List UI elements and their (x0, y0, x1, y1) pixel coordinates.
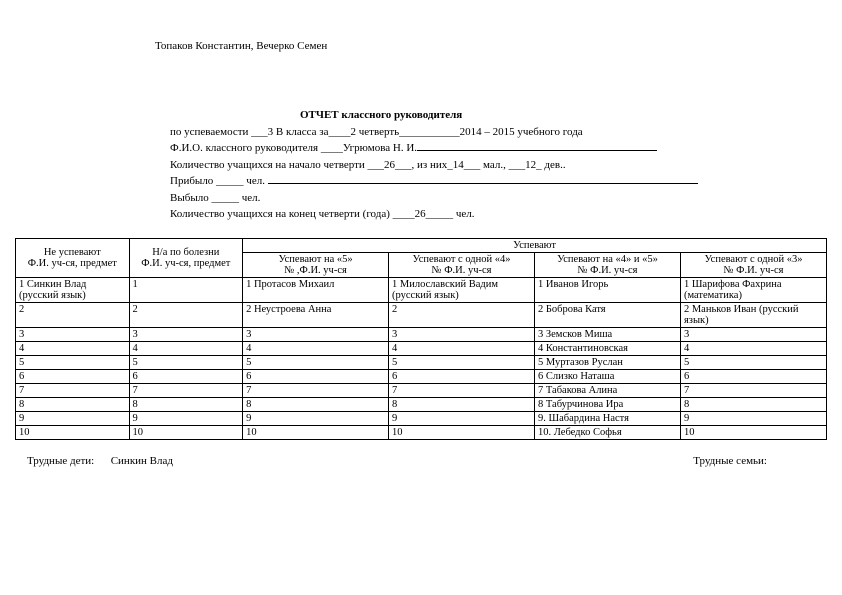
table-row: 55555 Муртазов Руслан5 (16, 355, 827, 369)
difficult-children: Трудные дети: Синкин Влад (27, 455, 173, 467)
table-cell: 3 (243, 327, 389, 341)
table-cell: 5 Муртазов Руслан (535, 355, 681, 369)
table-cell: 10. Лебедко Софья (535, 425, 681, 439)
table-cell: 10 (389, 425, 535, 439)
table-body: 1 Синкин Влад (русский язык)11 Протасов … (16, 277, 827, 439)
header-block: ОТЧЕТ классного руководителя по успеваем… (170, 107, 827, 223)
table-cell: 6 Слизко Наташа (535, 369, 681, 383)
table-cell: 7 (243, 383, 389, 397)
line-left: Выбыло _____ чел. (170, 190, 827, 207)
table-row: 77777 Табакова Алина7 (16, 383, 827, 397)
table-cell: 1 Милославский Вадим (русский язык) (389, 277, 535, 302)
line-class-info: по успеваемости ___3 В класса за____2 че… (170, 124, 827, 141)
table-cell: 10 (680, 425, 826, 439)
table-cell: 10 (243, 425, 389, 439)
table-cell: 6 (389, 369, 535, 383)
table-cell: 10 (129, 425, 243, 439)
table-cell: 3 (16, 327, 130, 341)
table-cell: 1 (129, 277, 243, 302)
line-arrived: Прибыло _____ чел. (170, 173, 827, 190)
performance-table: Не успеваютФ.И. уч-ся, предмет Н/а по бо… (15, 238, 827, 440)
table-row: 1010101010. Лебедко Софья10 (16, 425, 827, 439)
table-cell: 2 Боброва Катя (535, 302, 681, 327)
table-cell: 8 (680, 397, 826, 411)
table-cell: 5 (129, 355, 243, 369)
table-cell: 8 Табурчинова Ира (535, 397, 681, 411)
table-cell: 2 (389, 302, 535, 327)
table-row: 222 Неустроева Анна22 Боброва Катя2 Мань… (16, 302, 827, 327)
col-pass: Успевают (243, 238, 827, 252)
top-names: Топаков Константин, Вечерко Семен (155, 40, 827, 52)
table-cell: 5 (680, 355, 826, 369)
difficult-families: Трудные семьи: (693, 455, 767, 467)
table-cell: 3 (389, 327, 535, 341)
table-cell: 9 (129, 411, 243, 425)
table-cell: 2 Маньков Иван (русский язык) (680, 302, 826, 327)
table-cell: 5 (243, 355, 389, 369)
table-cell: 7 (680, 383, 826, 397)
col-pass-45: Успевают на «4» и «5»№ Ф.И. уч-ся (535, 252, 681, 277)
table-cell: 1 Шарифова Фахрина (математика) (680, 277, 826, 302)
table-cell: 8 (129, 397, 243, 411)
table-cell: 9 (243, 411, 389, 425)
table-cell: 6 (243, 369, 389, 383)
table-row: 44444 Константиновская4 (16, 341, 827, 355)
table-cell: 2 (129, 302, 243, 327)
table-cell: 4 (389, 341, 535, 355)
table-row: 1 Синкин Влад (русский язык)11 Протасов … (16, 277, 827, 302)
table-cell: 5 (16, 355, 130, 369)
table-cell: 9 (680, 411, 826, 425)
table-cell: 7 (16, 383, 130, 397)
table-cell: 3 (129, 327, 243, 341)
table-cell: 1 Синкин Влад (русский язык) (16, 277, 130, 302)
report-title: ОТЧЕТ классного руководителя (300, 107, 827, 124)
table-row: 88888 Табурчинова Ира8 (16, 397, 827, 411)
table-cell: 8 (243, 397, 389, 411)
col-fail: Не успеваютФ.И. уч-ся, предмет (16, 238, 130, 277)
table-cell: 6 (680, 369, 826, 383)
table-cell: 1 Иванов Игорь (535, 277, 681, 302)
table-cell: 1 Протасов Михаил (243, 277, 389, 302)
table-cell: 4 (16, 341, 130, 355)
table-cell: 2 (16, 302, 130, 327)
col-pass-one3: Успевают с одной «3»№ Ф.И. уч-ся (680, 252, 826, 277)
table-row: 33333 Земсков Миша3 (16, 327, 827, 341)
table-cell: 6 (16, 369, 130, 383)
table-cell: 7 (389, 383, 535, 397)
table-row: 66666 Слизко Наташа6 (16, 369, 827, 383)
footer: Трудные дети: Синкин Влад Трудные семьи: (15, 455, 827, 467)
table-cell: 4 (243, 341, 389, 355)
line-teacher: Ф.И.О. классного руководителя ____Угрюмо… (170, 140, 827, 157)
table-cell: 3 (680, 327, 826, 341)
table-cell: 2 Неустроева Анна (243, 302, 389, 327)
table-cell: 6 (129, 369, 243, 383)
table-cell: 8 (389, 397, 535, 411)
col-pass-one4: Успевают с одной «4»№ Ф.И. уч-ся (389, 252, 535, 277)
col-pass-5: Успевают на «5»№ ,Ф.И. уч-ся (243, 252, 389, 277)
table-cell: 8 (16, 397, 130, 411)
table-cell: 10 (16, 425, 130, 439)
table-cell: 4 Константиновская (535, 341, 681, 355)
table-cell: 7 Табакова Алина (535, 383, 681, 397)
table-cell: 5 (389, 355, 535, 369)
table-cell: 9. Шабардина Настя (535, 411, 681, 425)
table-cell: 3 Земсков Миша (535, 327, 681, 341)
table-cell: 4 (680, 341, 826, 355)
table-row: 99999. Шабардина Настя9 (16, 411, 827, 425)
table-cell: 9 (389, 411, 535, 425)
col-sick: Н/а по болезниФ.И. уч-ся, предмет (129, 238, 243, 277)
line-end-count: Количество учащихся на конец четверти (г… (170, 206, 827, 223)
table-cell: 9 (16, 411, 130, 425)
table-cell: 4 (129, 341, 243, 355)
table-cell: 7 (129, 383, 243, 397)
line-start-count: Количество учащихся на начало четверти _… (170, 157, 827, 174)
